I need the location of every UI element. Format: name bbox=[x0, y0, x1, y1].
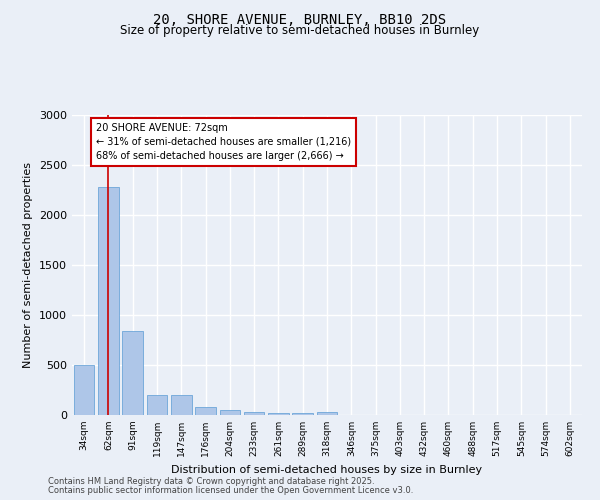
Bar bbox=[317, 412, 337, 415]
Text: Size of property relative to semi-detached houses in Burnley: Size of property relative to semi-detach… bbox=[121, 24, 479, 37]
Y-axis label: Number of semi-detached properties: Number of semi-detached properties bbox=[23, 162, 34, 368]
Bar bbox=[98, 187, 119, 415]
Bar bbox=[146, 395, 167, 415]
Text: 20 SHORE AVENUE: 72sqm
← 31% of semi-detached houses are smaller (1,216)
68% of : 20 SHORE AVENUE: 72sqm ← 31% of semi-det… bbox=[96, 123, 352, 161]
Bar bbox=[268, 412, 289, 415]
Bar bbox=[220, 410, 240, 415]
Text: 20, SHORE AVENUE, BURNLEY, BB10 2DS: 20, SHORE AVENUE, BURNLEY, BB10 2DS bbox=[154, 12, 446, 26]
Text: Contains HM Land Registry data © Crown copyright and database right 2025.: Contains HM Land Registry data © Crown c… bbox=[48, 477, 374, 486]
Bar bbox=[292, 413, 313, 415]
Text: Contains public sector information licensed under the Open Government Licence v3: Contains public sector information licen… bbox=[48, 486, 413, 495]
Bar bbox=[195, 407, 216, 415]
Bar bbox=[244, 412, 265, 415]
Bar bbox=[122, 331, 143, 415]
X-axis label: Distribution of semi-detached houses by size in Burnley: Distribution of semi-detached houses by … bbox=[172, 464, 482, 474]
Bar bbox=[74, 365, 94, 415]
Bar bbox=[171, 395, 191, 415]
